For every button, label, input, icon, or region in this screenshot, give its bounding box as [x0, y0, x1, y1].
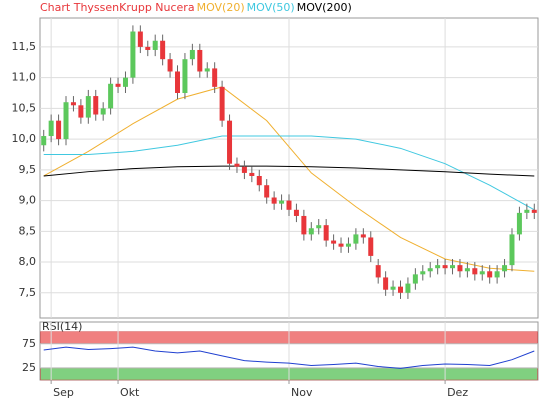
candle-body: [93, 96, 99, 115]
candle-body: [293, 209, 299, 216]
y-tick-label: 10,0: [12, 132, 37, 145]
candle-body: [450, 265, 456, 269]
candle-body: [509, 234, 515, 266]
moving-average: [43, 135, 535, 211]
candle-body: [472, 268, 478, 275]
candle-body: [189, 49, 195, 60]
candle-body: [56, 120, 62, 140]
candle-body: [412, 274, 418, 284]
candle-body: [241, 166, 247, 173]
candle-body: [271, 197, 277, 204]
candle-body: [316, 225, 322, 229]
chart-title: Chart ThyssenKrupp Nucera: [40, 1, 195, 14]
candle-body: [397, 286, 403, 293]
candle-body: [345, 243, 351, 247]
y-tick-label: 8,0: [19, 255, 37, 268]
y-tick-label: 8,5: [19, 224, 37, 237]
candle-body: [197, 49, 203, 72]
candle-body: [487, 271, 493, 278]
candle-body: [227, 120, 233, 164]
candle-body: [78, 105, 84, 118]
candle-body: [390, 286, 396, 290]
candle-body: [338, 243, 344, 247]
candle-body: [145, 46, 151, 50]
legend-entry: MOV(20): [197, 1, 245, 14]
candle-body: [85, 96, 91, 118]
candle-body: [405, 283, 411, 293]
x-tick-label: Dez: [447, 386, 468, 399]
y-tick-label: 11,5: [12, 40, 37, 53]
candle-body: [48, 120, 54, 137]
candle-body: [256, 175, 262, 186]
candle-body: [137, 31, 143, 47]
candle-body: [264, 185, 270, 198]
candle-body: [442, 265, 448, 269]
candle-body: [331, 240, 337, 244]
rsi-y-tick-label: 25: [22, 361, 36, 374]
candle-body: [383, 277, 389, 290]
candle-body: [219, 86, 225, 121]
rsi-title: RSI(14): [42, 320, 82, 333]
candle-body: [108, 83, 114, 109]
candle-body: [420, 271, 426, 275]
candle-body: [160, 40, 166, 60]
y-tick-label: 11,0: [12, 71, 37, 84]
candle-body: [368, 237, 374, 256]
candle-body: [524, 209, 530, 213]
rsi-line: [43, 346, 535, 369]
y-tick-label: 9,5: [19, 163, 37, 176]
candle-body: [70, 102, 76, 106]
candle-body: [130, 31, 136, 78]
candle-body: [323, 225, 329, 241]
candle-body: [212, 68, 218, 87]
candle-body: [41, 136, 47, 146]
legend-entry: MOV(50): [247, 1, 295, 14]
candle-body: [427, 268, 433, 272]
legend-entry: MOV(200): [297, 1, 352, 14]
candle-body: [204, 68, 210, 72]
y-tick-label: 10,5: [12, 101, 37, 114]
x-tick-label: Okt: [120, 386, 140, 399]
candle-body: [360, 234, 366, 238]
candle-body: [375, 265, 381, 278]
y-tick-label: 7,5: [19, 286, 37, 299]
moving-average: [43, 165, 535, 177]
candle-body: [152, 40, 158, 50]
candle-body: [308, 228, 314, 235]
x-tick-label: Nov: [291, 386, 313, 399]
candle-body: [531, 209, 537, 213]
candle-body: [435, 265, 441, 269]
candle-body: [182, 59, 188, 93]
x-tick-label: Sep: [53, 386, 74, 399]
y-tick-label: 9,0: [19, 194, 37, 207]
candle-body: [234, 163, 240, 167]
candle-body: [502, 265, 508, 272]
candle-body: [122, 77, 128, 87]
candle-body: [457, 265, 463, 272]
candle-body: [100, 108, 106, 115]
candle-body: [167, 59, 173, 72]
candle-body: [175, 71, 181, 93]
candle-body: [63, 102, 69, 140]
candle-body: [286, 200, 292, 210]
candle-body: [249, 172, 255, 176]
rsi-y-tick-label: 75: [22, 337, 36, 350]
candle-body: [516, 212, 522, 235]
candle-body: [115, 83, 121, 87]
candle-body: [479, 271, 485, 275]
candle-body: [464, 268, 470, 272]
candle-body: [494, 271, 500, 278]
candle-body: [301, 215, 307, 235]
candle-body: [279, 200, 285, 204]
candle-body: [353, 234, 359, 244]
